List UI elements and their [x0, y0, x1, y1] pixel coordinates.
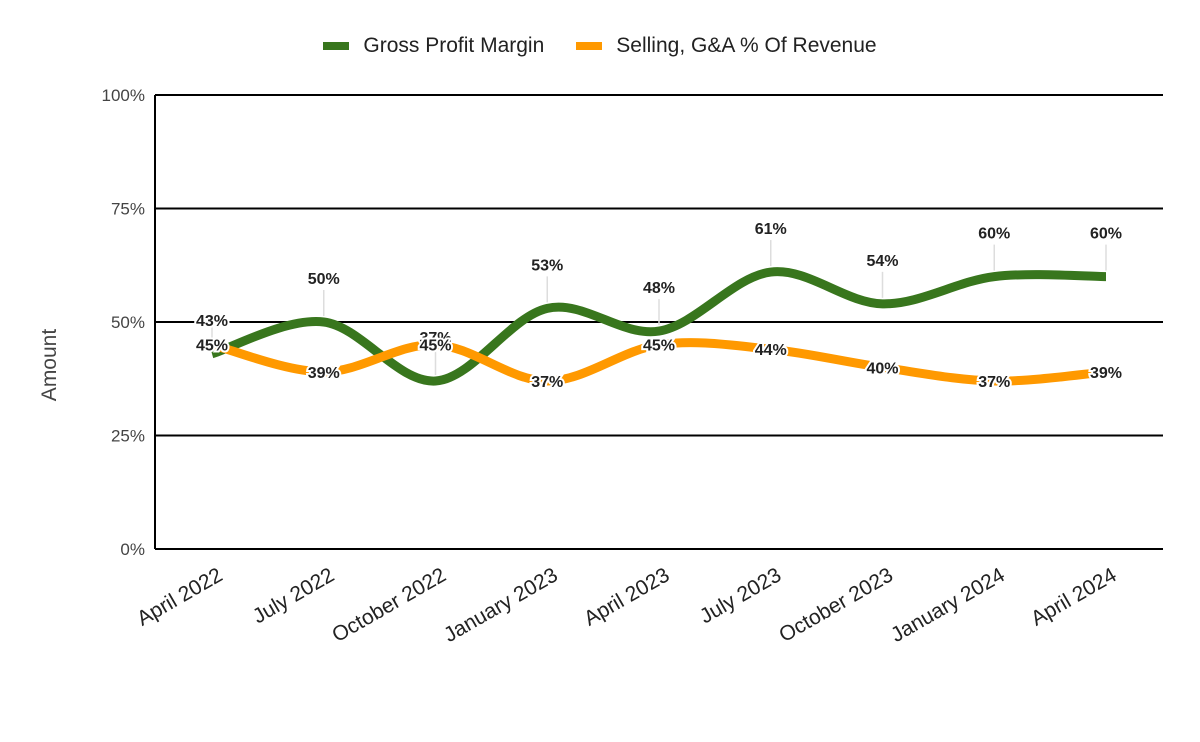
legend-item-sga-percent[interactable]: Selling, G&A % Of Revenue: [576, 34, 877, 58]
data-labels: 43%50%37%53%48%61%54%60% 60%45%39%45%37%4…: [194, 219, 1124, 393]
y-tick-label: 75%: [111, 200, 145, 219]
y-tick-label: 25%: [111, 427, 145, 446]
x-tick-label: October 2023: [775, 563, 897, 647]
series-line-gross-profit-margin[interactable]: [210, 267, 1107, 386]
x-tick-label: April 2024: [1027, 563, 1121, 630]
legend-swatch-green: [323, 42, 350, 50]
data-label: 37%: [531, 374, 563, 391]
data-label: 60%: [978, 226, 1010, 243]
data-label: 45%: [196, 338, 228, 355]
data-label: 45%: [419, 338, 451, 355]
x-tick-label: January 2024: [887, 563, 1009, 647]
series-line-sga-percent[interactable]: [210, 338, 1107, 386]
legend-item-gross-profit-margin[interactable]: Gross Profit Margin: [323, 34, 544, 58]
legend-swatch-orange: [576, 42, 603, 50]
y-tick-label: 100%: [102, 86, 145, 105]
data-label: 37%: [419, 330, 451, 347]
data-label: 48%: [643, 280, 675, 297]
data-label: 44%: [755, 342, 787, 359]
data-label: 53%: [531, 257, 563, 274]
legend-label: Selling, G&A % Of Revenue: [616, 34, 877, 57]
y-tick-label: 50%: [111, 313, 145, 332]
x-tick-label: October 2022: [328, 563, 450, 647]
x-tick-label: July 2023: [696, 563, 785, 628]
data-label: 61%: [755, 221, 787, 238]
y-axis-title: Amount: [38, 329, 61, 402]
data-label: 40%: [866, 360, 898, 377]
chart-legend: Gross Profit Margin Selling, G&A % Of Re…: [0, 34, 1200, 58]
x-tick-label: April 2022: [133, 563, 226, 630]
data-label: 43%: [196, 313, 228, 330]
data-label: 60%: [1090, 226, 1122, 243]
y-axis: 0% 25% 50% 75% 100%: [102, 86, 145, 559]
x-tick-label: July 2022: [249, 563, 338, 628]
data-label: 50%: [308, 271, 340, 288]
x-tick-label: January 2023: [440, 563, 562, 647]
data-label: 45%: [643, 338, 675, 355]
data-label: 37%: [978, 374, 1010, 391]
y-tick-label: 0%: [120, 540, 145, 559]
series-lines: [210, 267, 1107, 386]
x-tick-label: April 2023: [580, 563, 673, 630]
data-label: 39%: [308, 365, 340, 382]
data-label: 39%: [1090, 365, 1122, 382]
legend-label: Gross Profit Margin: [363, 34, 545, 57]
data-label: 54%: [866, 253, 898, 270]
